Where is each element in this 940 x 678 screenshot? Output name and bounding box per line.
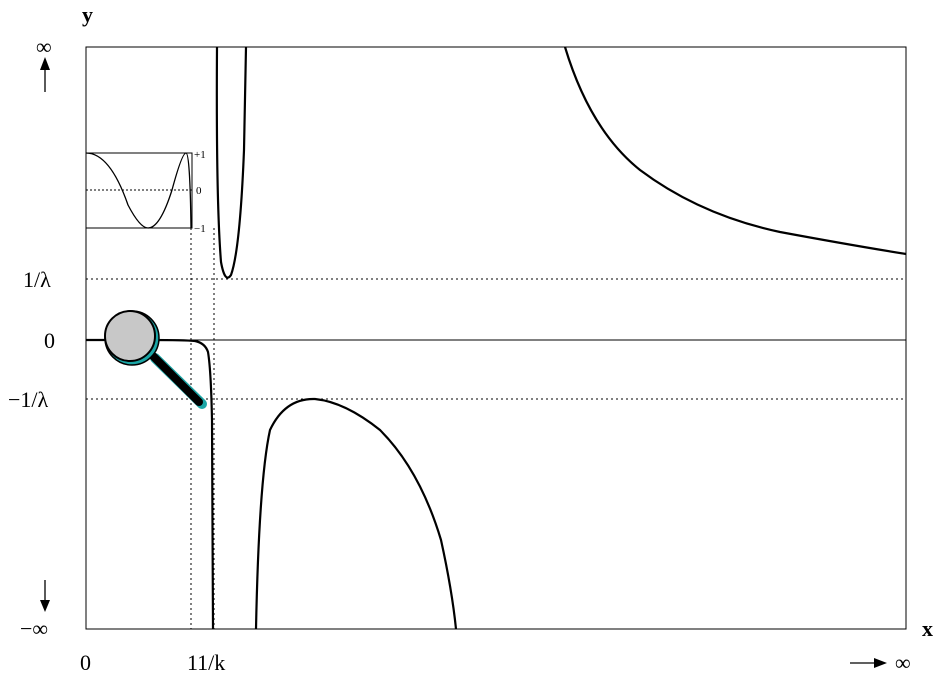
y-axis-label: y <box>82 2 93 27</box>
x-right-infinity-label: ∞ <box>895 650 911 675</box>
x-tick-11k: 11/k <box>187 650 225 675</box>
plot-frame <box>85 46 907 630</box>
curve-lower-arch-branch <box>254 397 458 630</box>
x-axis-label: x <box>922 616 933 641</box>
x-tick-zero: 0 <box>80 650 91 675</box>
y-tick-zero: 0 <box>44 328 55 353</box>
inset-panel: +1 0 −1 <box>85 149 206 235</box>
y-bottom-infinity-label: −∞ <box>20 616 48 641</box>
curve-upper-narrow-branch <box>215 46 248 279</box>
inset-tick-plus: +1 <box>194 149 206 161</box>
arrow-down-icon <box>40 580 50 612</box>
y-top-infinity-label: ∞ <box>36 34 52 59</box>
curve-upper-right-branch <box>563 46 907 256</box>
curve-left-branch <box>86 338 215 630</box>
y-tick-neg-inv-lambda: −1/λ <box>8 387 49 412</box>
magnifying-glass-icon <box>104 310 207 409</box>
arrow-up-icon <box>40 57 50 92</box>
curves <box>86 46 907 630</box>
y-tick-inv-lambda: 1/λ <box>23 267 51 292</box>
inset-tick-minus: −1 <box>194 223 206 235</box>
inset-tick-zero: 0 <box>196 185 202 197</box>
inset-sine-curve <box>85 152 192 229</box>
arrow-right-icon <box>850 658 887 668</box>
